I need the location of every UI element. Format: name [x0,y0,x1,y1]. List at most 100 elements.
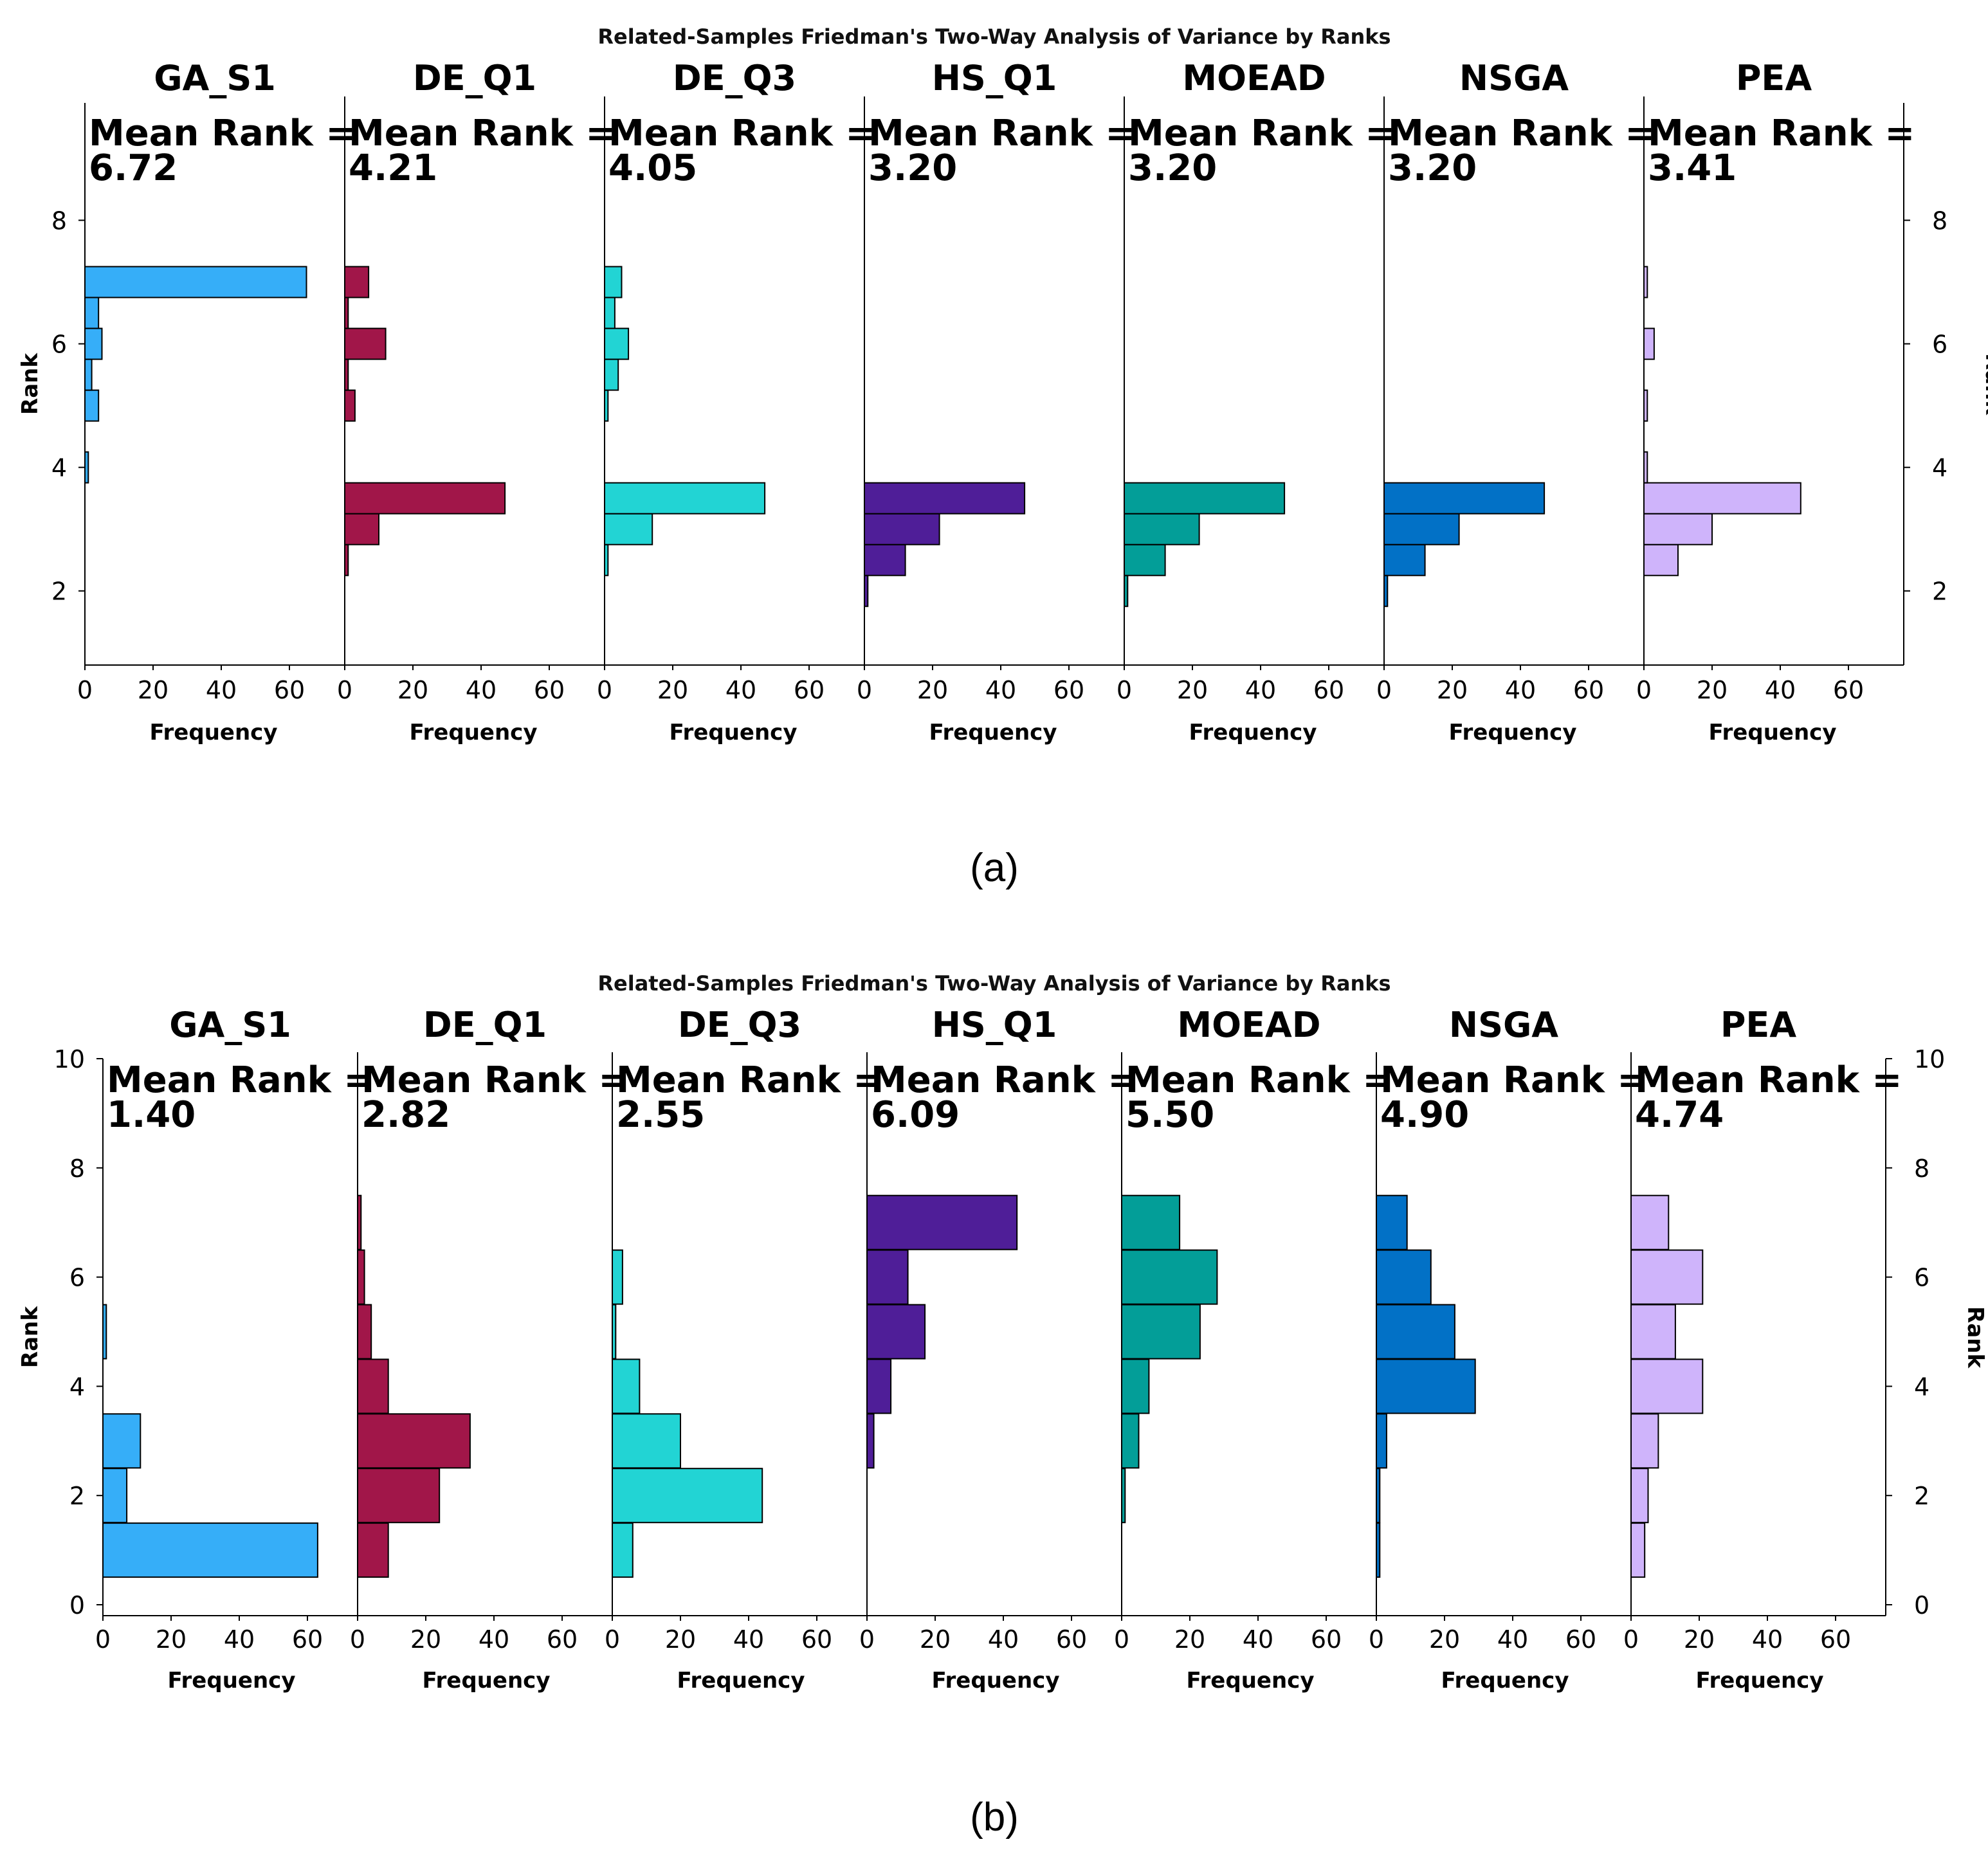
bar [1383,482,1546,515]
y-tick-label-right: 0 [1914,1591,1929,1620]
bar [344,327,387,360]
x-tick-label: 40 [466,676,497,704]
x-axis-label: Frequency [1448,720,1576,745]
bar [102,1522,318,1578]
chart-panel-a: Related-Samples Friedman's Two-Way Analy… [17,24,1988,890]
group-name: GA_S1 [154,58,276,98]
bar [357,1304,372,1360]
bar [357,1413,471,1469]
chart-panel-b: Related-Samples Friedman's Two-Way Analy… [17,971,1988,1839]
mean-rank-label: Mean Rank = [1635,1059,1902,1101]
group-name: GA_S1 [169,1005,291,1045]
mean-rank-value: 4.21 [349,147,437,189]
x-tick-label: 60 [1056,1625,1087,1654]
mean-rank-value: 1.40 [107,1094,196,1136]
bar [1376,1194,1408,1250]
bar [1124,482,1286,515]
bar [1124,543,1166,576]
bar [102,1304,107,1360]
bar [604,482,766,515]
bar [864,482,1026,515]
bar [84,266,307,298]
mean-rank-label: Mean Rank = [871,1059,1138,1101]
y-tick-label-left: 4 [69,1373,85,1401]
bar [1643,482,1801,515]
bar [84,389,100,422]
mean-rank-value: 2.55 [616,1094,705,1136]
bar [1630,1468,1649,1524]
bar [357,1194,362,1250]
mean-rank-value: 5.50 [1126,1094,1214,1136]
x-axis-label: Frequency [167,1668,295,1693]
bar [102,1468,128,1524]
bar [1124,574,1129,607]
bar [1124,513,1200,545]
x-tick-label: 40 [479,1625,509,1654]
bar [344,389,356,422]
group-name: PEA [1720,1005,1796,1045]
x-tick-label: 40 [206,676,237,704]
x-tick-label: 60 [794,676,825,704]
x-tick-label: 20 [657,676,688,704]
x-axis-label: Frequency [1708,720,1836,745]
bar [1630,1522,1646,1578]
x-tick-label: 0 [597,676,612,704]
x-axis-label: Frequency [1695,1668,1823,1693]
y-axis-label-left: Rank [17,1306,43,1368]
bar [1121,1249,1218,1305]
x-tick-label: 60 [1053,676,1084,704]
mean-rank-value: 3.20 [868,147,957,189]
bar [1630,1304,1676,1360]
bar [864,543,906,576]
bar [866,1413,875,1469]
bar [1121,1194,1181,1250]
x-tick-label: 60 [274,676,305,704]
bar [1376,1413,1387,1469]
y-tick-label-left: 4 [51,454,67,482]
y-tick-label-right: 10 [1914,1045,1945,1073]
bar [1376,1358,1476,1414]
x-axis-label: Frequency [1186,1668,1314,1693]
bar [102,1413,141,1469]
group-name: PEA [1736,58,1812,98]
mean-rank-value: 2.82 [361,1094,450,1136]
y-tick-label-left: 8 [51,206,67,235]
mean-rank-label: Mean Rank = [1648,113,1915,154]
bar [344,297,349,329]
mean-rank-value: 4.05 [608,147,697,189]
bar [864,574,869,607]
group-pea: PEA Mean Rank =3.41 0 20 40 60 Frequency [1636,58,1915,745]
x-tick-label: 20 [1684,1625,1715,1654]
bar [1376,1468,1381,1524]
y-tick-label-right: 4 [1914,1373,1929,1401]
mean-rank-label: Mean Rank = [1128,113,1395,154]
x-axis-label: Frequency [1441,1668,1569,1693]
mean-rank-label: Mean Rank = [1126,1059,1392,1101]
group-name: MOEAD [1182,58,1326,98]
bar [84,358,93,391]
group-name: DE_Q3 [678,1005,801,1045]
y-tick-label-right: 8 [1932,206,1947,235]
y-tick-label-right: 6 [1914,1264,1929,1292]
y-tick-label-right: 8 [1914,1155,1929,1183]
x-axis-label: Frequency [931,1668,1059,1693]
bar [1383,543,1426,576]
x-tick-label: 40 [1245,676,1276,704]
x-tick-label: 40 [725,676,756,704]
x-tick-label: 0 [350,1625,365,1654]
x-tick-label: 20 [1429,1625,1460,1654]
bar [612,1304,617,1360]
y-axis-label-right: Rank [1962,1306,1988,1369]
bar [604,543,609,576]
bar [1376,1249,1432,1305]
mean-rank-label: Mean Rank = [349,113,616,154]
group-ga-s1: GA_S1 Mean Rank =1.40 0 20 40 60 Frequency [95,1005,374,1693]
x-axis-label: Frequency [1189,720,1317,745]
group-moead: MOEAD Mean Rank =5.50 0 20 40 60 Frequency [1114,1005,1392,1693]
group-name: DE_Q1 [413,58,536,98]
bar [604,327,630,360]
bar [1643,543,1679,576]
bar [864,513,940,545]
bar [604,266,623,298]
x-axis-label: Frequency [409,720,537,745]
